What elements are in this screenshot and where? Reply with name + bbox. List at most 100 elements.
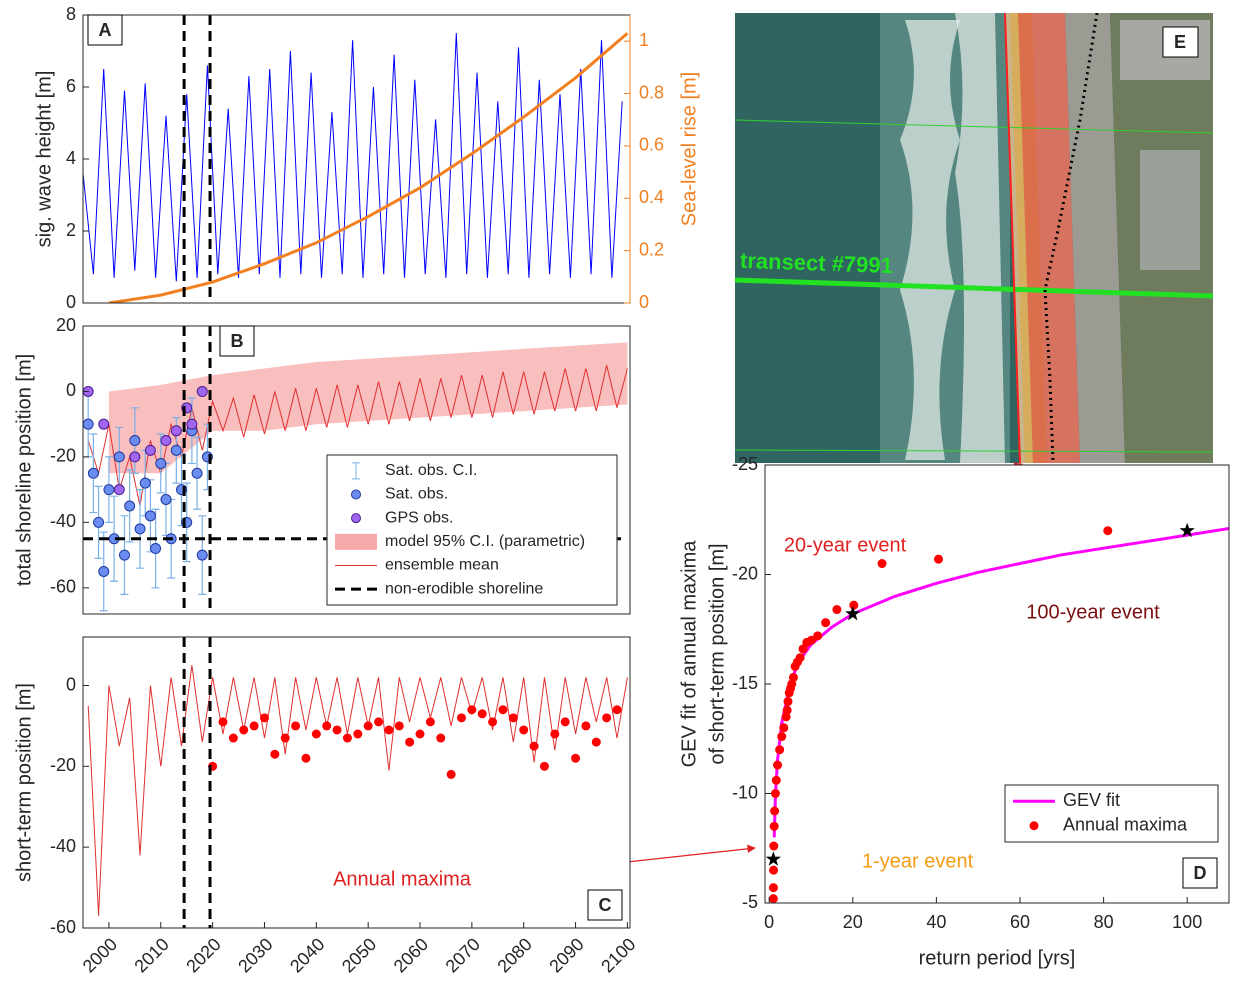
data-point — [139, 477, 151, 489]
y-tick-label: 0 — [66, 674, 76, 694]
data-point — [124, 500, 136, 512]
data-point — [218, 717, 228, 727]
data-point — [239, 725, 249, 735]
panel-label: E — [1174, 32, 1186, 52]
data-point — [771, 775, 781, 785]
y-tick-label: -15 — [732, 673, 758, 693]
legend-swatch — [335, 533, 377, 550]
data-point — [93, 516, 105, 528]
data-point — [821, 618, 831, 628]
data-point — [770, 806, 780, 816]
legend-label: Sat. obs. C.I. — [385, 462, 477, 479]
data-point — [280, 733, 290, 743]
data-line — [87, 665, 628, 916]
y-axis-title: of short-term position [m] — [706, 543, 728, 764]
data-line — [83, 32, 623, 282]
y2-tick-label: 0.6 — [639, 135, 664, 155]
data-point — [118, 549, 130, 561]
panel-label-box — [219, 325, 255, 357]
y-tick-label: -20 — [50, 446, 76, 466]
y-tick-label: 0 — [66, 380, 76, 400]
y-axis-title: GEV fit of annual maxima — [678, 540, 700, 768]
data-point — [770, 789, 780, 798]
transect-neighbor — [735, 449, 1213, 453]
road — [1065, 13, 1125, 463]
data-point — [529, 741, 539, 751]
data-point — [129, 435, 141, 447]
y-tick-label: 2 — [66, 220, 76, 240]
x-tick-label: 40 — [926, 912, 946, 932]
data-point — [591, 737, 601, 747]
y2-tick-label: 0.4 — [639, 187, 664, 207]
plot-background — [83, 15, 630, 303]
data-point — [270, 749, 280, 759]
x-tick-label: 2070 — [442, 934, 484, 976]
x-tick-label: 2090 — [545, 934, 587, 976]
shoreline-red — [1004, 13, 1021, 463]
event-star — [765, 851, 781, 866]
data-point — [394, 721, 404, 731]
panel-label: D — [1194, 863, 1207, 883]
aerial-image — [735, 13, 1213, 463]
data-point — [342, 733, 352, 743]
y-axis-title: short-term position [m] — [13, 683, 35, 882]
panel-label-box — [1162, 26, 1199, 58]
legend-label: Sat. obs. — [385, 486, 448, 503]
x-tick-label: 60 — [1010, 912, 1030, 932]
data-point — [98, 418, 110, 430]
non-erodible-line — [1043, 13, 1099, 463]
data-point — [170, 425, 182, 437]
y-tick-label: -10 — [732, 782, 758, 802]
plot-area — [83, 342, 628, 612]
legend-swatch — [351, 513, 361, 524]
data-point — [446, 769, 456, 779]
transect-line — [735, 277, 1213, 299]
data-point — [103, 484, 115, 496]
y-tick-label: -5 — [742, 892, 758, 912]
x-tick-label: 2050 — [338, 934, 380, 976]
data-point — [144, 510, 156, 522]
x-tick-label: 2020 — [182, 934, 224, 976]
data-point — [781, 712, 791, 722]
transect-neighbor — [735, 119, 1213, 134]
data-point — [425, 717, 435, 727]
data-point — [353, 729, 363, 739]
event-star — [845, 605, 861, 621]
data-point — [259, 713, 269, 723]
plot-area — [768, 526, 1229, 903]
data-point — [777, 732, 787, 742]
data-point — [539, 761, 549, 771]
data-point — [311, 729, 321, 739]
data-point — [144, 444, 156, 456]
data-point — [775, 745, 785, 755]
data-point — [322, 721, 332, 731]
data-point — [196, 385, 208, 397]
data-point — [612, 705, 622, 715]
data-point — [415, 729, 425, 739]
x-tick-label: 2080 — [493, 934, 535, 976]
data-point — [813, 631, 823, 641]
x-tick-label: 20 — [843, 912, 863, 932]
surf-foam — [900, 20, 960, 460]
data-point — [571, 753, 581, 763]
x-tick-label: 2030 — [234, 934, 276, 976]
plot-area — [87, 665, 628, 916]
data-point — [550, 729, 560, 739]
data-point — [113, 451, 125, 463]
data-point — [488, 717, 498, 727]
y-tick-label: -25 — [732, 454, 758, 474]
event-label: 1-year event — [862, 850, 974, 872]
axes-frame — [82, 325, 631, 615]
data-point — [405, 737, 415, 747]
y-tick-label: -60 — [50, 577, 76, 597]
data-point — [498, 705, 508, 715]
data-point — [519, 725, 529, 735]
data-point — [196, 549, 208, 561]
ci-band-red — [1018, 13, 1080, 463]
data-point — [134, 523, 146, 535]
x-tick-label: 2010 — [131, 934, 173, 976]
data-point — [602, 713, 612, 723]
legend-label: GEV fit — [1063, 790, 1120, 810]
